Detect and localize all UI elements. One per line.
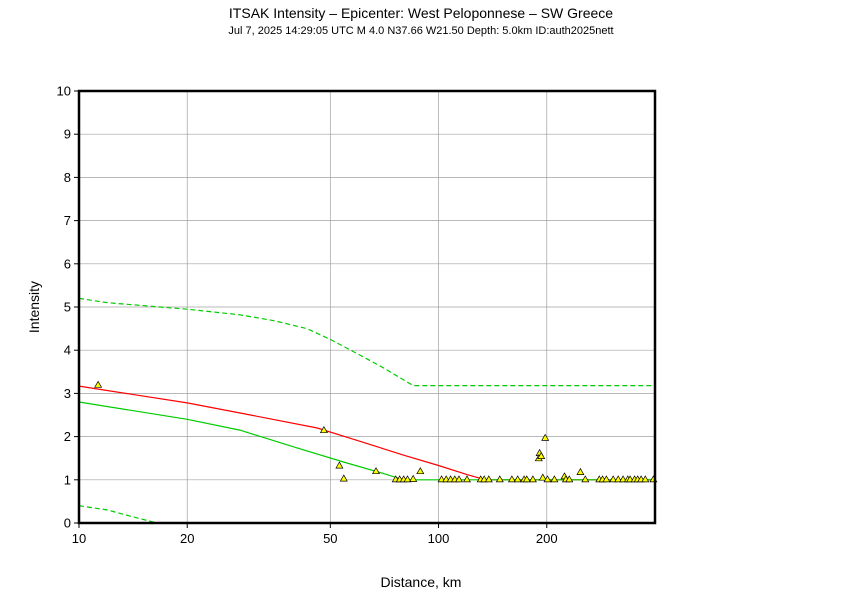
data-point	[339, 474, 348, 482]
plot-frame	[77, 89, 657, 525]
data-point	[550, 475, 559, 483]
data-point	[576, 467, 585, 475]
data-point	[528, 475, 537, 483]
model-bound-line	[78, 505, 158, 524]
observations	[94, 380, 658, 483]
y-tick-label: 7	[64, 213, 71, 228]
y-tick-label: 5	[64, 300, 71, 315]
y-tick-label: 0	[64, 516, 71, 531]
x-tick-label: 100	[428, 531, 450, 546]
data-point	[371, 467, 381, 475]
data-point	[462, 475, 472, 483]
x-tick-label: 10	[72, 531, 86, 546]
data-point	[319, 425, 328, 434]
data-point	[641, 475, 650, 483]
x-tick-label: 200	[536, 531, 558, 546]
chart-subtitle: Jul 7, 2025 14:29:05 UTC M 4.0 N37.66 W2…	[228, 25, 614, 37]
data-point	[522, 475, 531, 483]
data-point	[403, 475, 412, 483]
data-point	[507, 475, 516, 483]
data-point	[416, 467, 425, 475]
y-axis-label: Intensity	[26, 281, 42, 333]
data-point	[609, 475, 618, 483]
data-point	[614, 475, 623, 483]
data-point	[602, 475, 611, 483]
axis-ticks: 0 1 2 3 4 5 6 7 8 9 10 10 20 50 100 200	[57, 84, 558, 547]
x-axis-label: Distance, km	[381, 574, 462, 590]
model-bound-line	[78, 297, 655, 387]
y-tick-label: 10	[57, 84, 71, 99]
data-point	[484, 475, 493, 483]
data-point	[565, 475, 574, 483]
y-tick-label: 9	[64, 127, 71, 142]
data-point	[454, 475, 464, 483]
y-tick-label: 6	[64, 256, 71, 271]
model-line	[78, 385, 655, 481]
data-point	[537, 451, 546, 459]
data-point	[541, 433, 550, 441]
y-tick-label: 2	[64, 429, 71, 444]
data-point	[538, 473, 547, 481]
x-tick-label: 50	[323, 531, 337, 546]
y-tick-label: 3	[64, 386, 71, 401]
y-tick-label: 8	[64, 170, 71, 185]
data-point	[335, 461, 344, 469]
chart-title: ITSAK Intensity – Epicenter: West Pelopo…	[228, 5, 614, 21]
data-point	[94, 380, 103, 388]
data-point	[409, 474, 418, 482]
x-tick-label: 20	[180, 531, 194, 546]
data-point	[619, 475, 628, 483]
data-point	[513, 475, 522, 483]
data-point	[581, 475, 590, 483]
data-point	[495, 475, 504, 483]
data-point	[543, 475, 552, 483]
y-tick-label: 1	[64, 472, 71, 487]
y-tick-label: 4	[64, 343, 71, 358]
